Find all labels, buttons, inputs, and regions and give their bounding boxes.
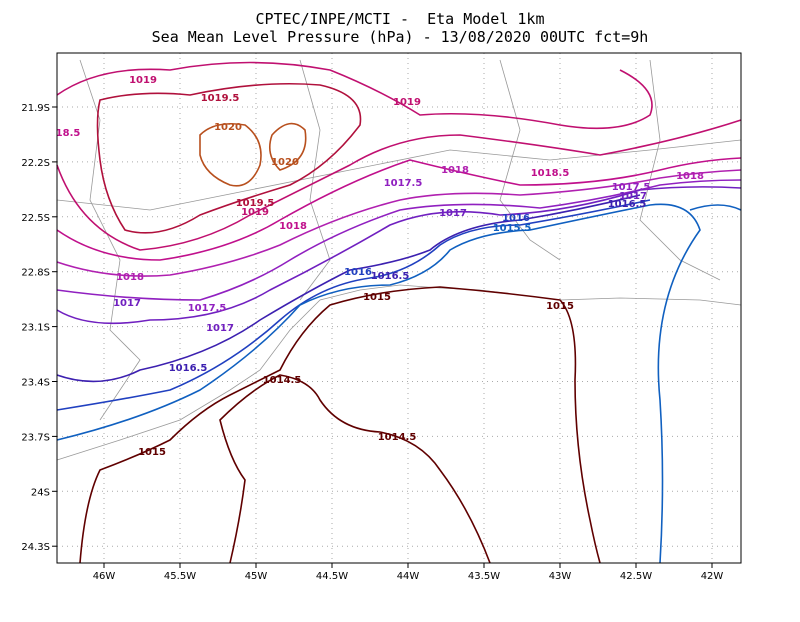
lat-tick-label: 22.8S: [21, 268, 50, 279]
lon-tick-label: 42W: [701, 571, 724, 582]
contour-label: 1016.5: [169, 363, 208, 374]
lon-tick-label: 42.5W: [620, 571, 652, 582]
contour-label: 1018: [279, 221, 307, 232]
contour-label: 1020: [271, 157, 299, 168]
contour-label: 1017: [439, 208, 467, 219]
title: CPTEC/INPE/MCTI - Eta Model 1km: [256, 10, 545, 28]
lon-tick-label: 45W: [245, 571, 268, 582]
contour-label: 1019: [129, 75, 157, 86]
map-frame: [56, 52, 742, 564]
contour-label: 1018.5: [531, 168, 570, 179]
contour-label: 1017.5: [188, 303, 227, 314]
lat-tick-label: 23.4S: [21, 378, 50, 389]
contour-label: 18.5: [56, 128, 81, 139]
contour-label: 1019: [241, 207, 269, 218]
lat-tick-label: 22.5S: [21, 213, 50, 224]
contour-label: 1014.5: [263, 375, 302, 386]
lon-tick-label: 46W: [93, 571, 116, 582]
contour-label: 1016: [502, 213, 530, 224]
lat-tick-label: 24S: [31, 487, 50, 498]
contour-label: 1020: [214, 122, 242, 133]
contour-label: 1015: [138, 447, 166, 458]
contour-label: 1015: [546, 301, 574, 312]
contour-label: 1017: [619, 191, 647, 202]
contour-label: 1014.5: [378, 432, 417, 443]
contour-label: 1018: [676, 171, 704, 182]
boundaries: [56, 59, 742, 461]
contour-label: 1016: [344, 267, 372, 278]
lon-tick-label: 43W: [549, 571, 572, 582]
graticule: [52, 53, 741, 568]
lon-tick-label: 43.5W: [468, 571, 500, 582]
contour-label: 1017: [113, 298, 141, 309]
contour-label: 1015: [363, 292, 391, 303]
lon-tick-label: 45.5W: [164, 571, 196, 582]
contour-label: 1015.5: [493, 223, 532, 234]
contour-label: 1019: [393, 97, 421, 108]
lon-tick-label: 44.5W: [316, 571, 348, 582]
contour-label: 1016.5: [608, 199, 647, 210]
lon-tick-label: 44W: [397, 571, 420, 582]
lat-tick-label: 23.1S: [21, 323, 50, 334]
contour-label: 1017.5: [612, 182, 651, 193]
lat-tick-label: 23.7S: [21, 432, 50, 443]
lat-tick-label: 21.9S: [21, 103, 50, 114]
contour-label: 1019.5: [201, 93, 240, 104]
contour-label: 1018: [441, 165, 469, 176]
subtitle: Sea Mean Level Pressure (hPa) - 13/08/20…: [152, 28, 649, 46]
lat-tick-label: 22.2S: [21, 158, 50, 169]
contour-label: 1019.5: [236, 198, 275, 209]
contour-label: 1018: [116, 272, 144, 283]
contour-labels: 1019 1019.5 1019 18.5 1020 1020 1018 101…: [56, 75, 704, 458]
contour-label: 1017: [206, 323, 234, 334]
contour-label: 1016.5: [371, 271, 410, 282]
contours: [56, 61, 742, 564]
contour-label: 1017.5: [384, 178, 423, 189]
lat-tick-label: 24.3S: [21, 542, 50, 553]
